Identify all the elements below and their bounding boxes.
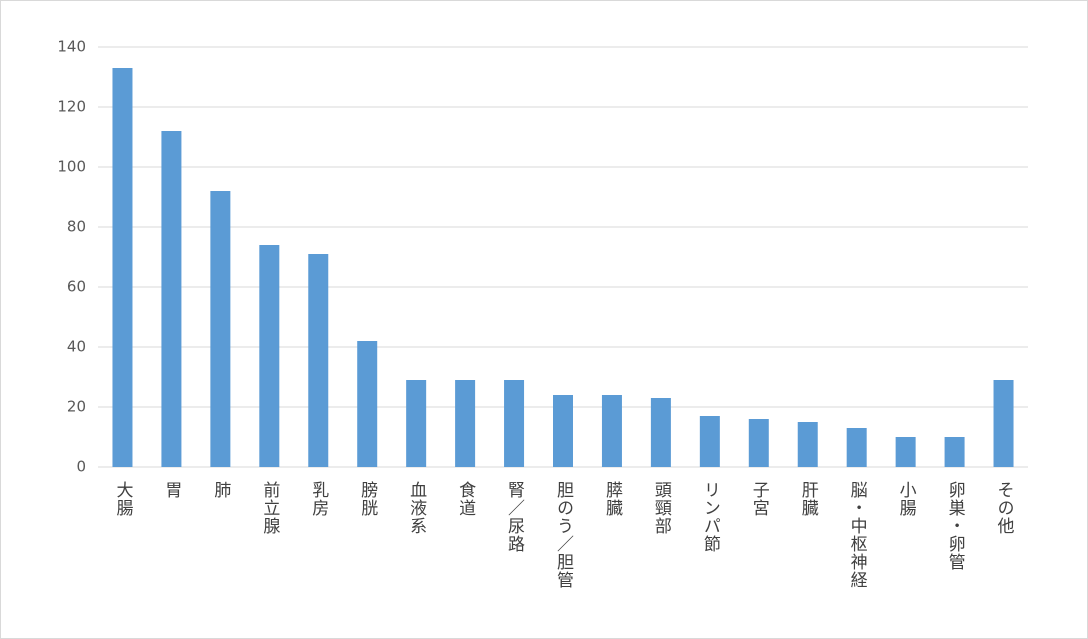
y-tick-label: 0 [76,458,86,476]
x-tick-label: 食道 [455,481,476,517]
x-tick-label: 胃 [161,481,182,499]
bar [944,437,965,467]
bar [748,419,769,467]
x-tick-label: 腎／尿路 [504,481,525,553]
x-tick-label: 血液系 [406,481,427,535]
x-tick-label: 肝臓 [797,481,818,517]
x-tick-label: 小腸 [895,481,916,517]
x-tick-label: その他 [993,481,1014,535]
y-tick-label: 40 [67,338,86,356]
y-tick-label: 100 [57,158,86,176]
x-tick-label: 胆のう／胆管 [553,481,573,589]
bar [699,416,720,467]
y-tick-label: 60 [67,278,86,296]
x-tick-label: 脳・中枢神経 [846,481,867,589]
bar [112,68,133,467]
bar [504,380,525,467]
bar [993,380,1014,467]
bar [650,398,671,467]
bar [455,380,476,467]
bar [259,245,280,467]
x-tick-label: 肺 [210,481,231,499]
x-tick-label: 膀胱 [357,481,378,517]
bar [895,437,916,467]
x-tick-label: 子宮 [748,481,769,517]
bar [553,395,573,467]
x-tick-label: 乳房 [308,481,329,517]
x-tick-label: 卵巣・卵管 [944,481,965,571]
bar [797,422,818,467]
x-tick-label: 前立腺 [259,481,280,535]
bar [406,380,427,467]
x-tick-label: リンパ節 [699,481,720,553]
y-tick-label: 120 [57,98,86,116]
x-tick-label: 膵臓 [601,481,622,517]
bar [161,131,182,467]
bar [357,341,378,467]
bar [601,395,622,467]
y-tick-label: 80 [67,218,86,236]
bar [846,428,867,467]
y-tick-label: 20 [67,398,86,416]
x-tick-label: 頭頸部 [650,481,671,535]
y-tick-label: 140 [57,38,86,56]
bar [308,254,329,467]
bar [210,191,231,467]
x-tick-label: 大腸 [112,481,133,517]
